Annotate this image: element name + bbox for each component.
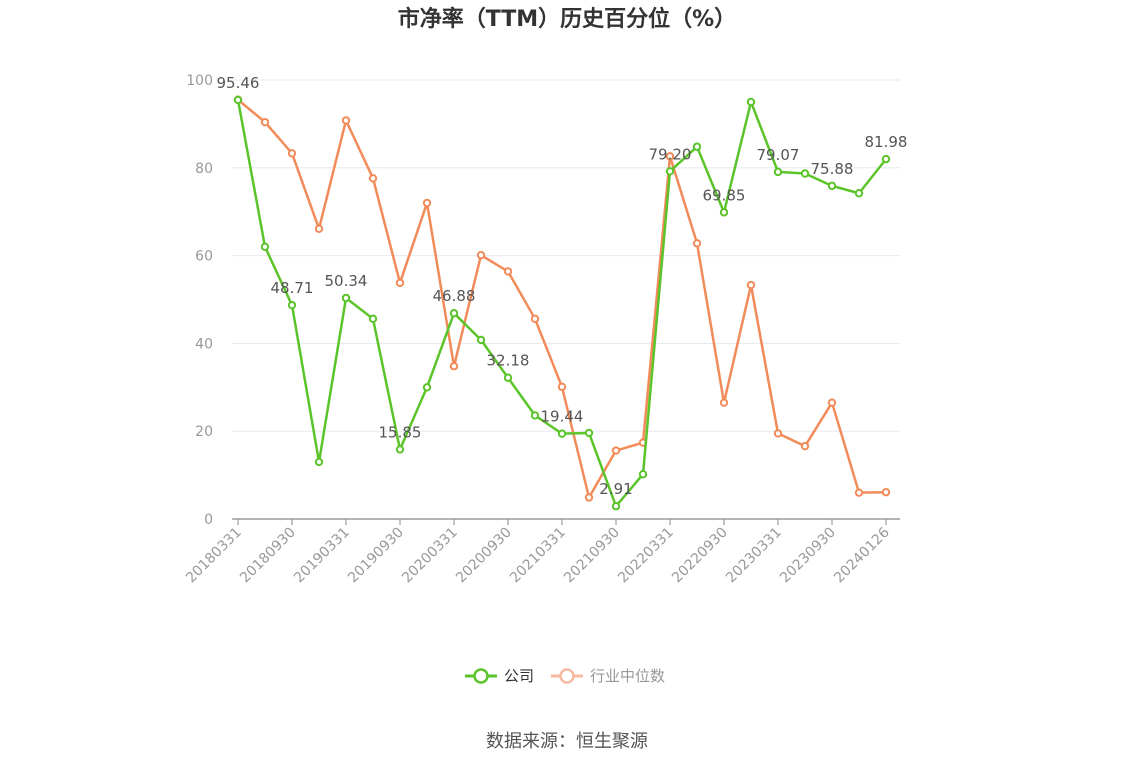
data-point[interactable]	[395, 278, 405, 288]
x-axis: 2018033120180930201903312019093020200331…	[183, 518, 900, 587]
x-tick-label: 20200930	[453, 525, 515, 587]
legend-label-industry: 行业中位数	[590, 667, 665, 685]
data-label: 48.71	[271, 279, 314, 297]
data-point[interactable]	[746, 280, 756, 290]
data-point[interactable]	[314, 457, 324, 467]
x-tick-label: 20190930	[345, 525, 407, 587]
data-point[interactable]	[341, 116, 351, 125]
data-point[interactable]	[800, 169, 810, 178]
data-point[interactable]	[746, 97, 756, 107]
legend-label-company: 公司	[504, 667, 534, 685]
data-point[interactable]	[800, 441, 810, 451]
legend: 公司 行业中位数	[465, 667, 665, 685]
x-tick-label: 20240126	[831, 524, 893, 586]
data-point[interactable]	[449, 362, 459, 371]
data-point[interactable]	[422, 383, 432, 392]
data-point[interactable]	[692, 142, 702, 151]
data-point[interactable]	[854, 488, 864, 497]
data-label: 50.34	[325, 272, 368, 290]
y-tick-label: 80	[195, 161, 213, 177]
data-label: 79.20	[649, 145, 692, 163]
data-point[interactable]	[557, 429, 567, 438]
y-axis: 0 20 40 60 80 100	[186, 73, 213, 528]
x-tick-label: 20180930	[237, 525, 299, 587]
legend-item-industry[interactable]: 行业中位数	[551, 667, 665, 685]
grid	[232, 79, 900, 432]
data-label: 15.85	[379, 423, 422, 441]
data-point[interactable]	[233, 95, 243, 105]
data-label: 81.98	[865, 133, 908, 151]
data-point[interactable]	[530, 314, 540, 324]
series-layer	[233, 95, 891, 511]
x-tick-label: 20180331	[183, 525, 245, 587]
data-point[interactable]	[854, 189, 864, 198]
data-point[interactable]	[341, 293, 351, 303]
x-tick-label: 20210331	[507, 525, 569, 587]
data-point[interactable]	[692, 239, 702, 248]
legend-item-company[interactable]: 公司	[465, 667, 534, 685]
y-tick-label: 20	[195, 424, 213, 440]
y-tick-label: 0	[204, 512, 213, 528]
y-tick-label: 40	[195, 336, 213, 352]
data-point[interactable]	[449, 308, 459, 318]
data-point[interactable]	[503, 373, 513, 382]
data-label: 75.88	[811, 160, 854, 178]
data-point[interactable]	[611, 502, 621, 511]
x-tick-label: 20230331	[723, 525, 785, 587]
data-point[interactable]	[260, 117, 270, 127]
data-point[interactable]	[584, 428, 594, 438]
data-point[interactable]	[503, 267, 513, 276]
data-label: 19.44	[541, 408, 584, 426]
x-tick-label: 20230930	[777, 525, 839, 587]
data-point[interactable]	[368, 174, 378, 183]
x-tick-label: 20200331	[399, 525, 461, 587]
data-point[interactable]	[260, 242, 270, 252]
data-point[interactable]	[827, 398, 837, 407]
data-point[interactable]	[773, 167, 783, 177]
data-label: 32.18	[487, 352, 530, 370]
y-tick-label: 100	[186, 73, 213, 89]
data-point[interactable]	[665, 152, 675, 161]
chart-title: 市净率（TTM）历史百分位（%）	[398, 6, 736, 32]
data-point[interactable]	[881, 154, 891, 164]
data-point[interactable]	[314, 224, 324, 234]
data-point[interactable]	[584, 493, 594, 502]
data-label: 46.88	[433, 287, 476, 305]
data-point[interactable]	[476, 250, 486, 260]
data-point[interactable]	[719, 398, 729, 407]
data-point[interactable]	[530, 411, 540, 420]
data-point[interactable]	[773, 429, 783, 438]
data-point[interactable]	[611, 446, 621, 455]
y-tick-label: 60	[195, 249, 213, 265]
x-tick-label: 20210930	[561, 525, 623, 587]
data-point[interactable]	[368, 314, 378, 324]
data-point[interactable]	[422, 198, 432, 208]
data-point[interactable]	[287, 149, 297, 158]
source-note: 数据来源：恒生聚源	[486, 731, 648, 752]
data-label: 69.85	[703, 186, 746, 204]
data-labels: 95.46 48.71 50.34 15.85 46.88 32.18 19.44 2.91 7…	[217, 74, 908, 498]
data-point[interactable]	[476, 335, 486, 345]
data-point[interactable]	[719, 208, 729, 217]
data-point[interactable]	[665, 167, 675, 176]
data-label: 2.91	[599, 480, 632, 498]
x-tick-label: 20220331	[615, 525, 677, 587]
data-point[interactable]	[557, 382, 567, 392]
data-point[interactable]	[881, 488, 891, 497]
x-tick-label: 20220930	[669, 525, 731, 587]
data-label: 79.07	[757, 146, 800, 164]
data-point[interactable]	[638, 470, 648, 479]
data-point[interactable]	[287, 300, 297, 310]
data-point[interactable]	[827, 181, 837, 191]
data-label: 95.46	[217, 74, 260, 92]
x-tick-label: 20190331	[291, 525, 353, 587]
data-point[interactable]	[395, 445, 405, 454]
